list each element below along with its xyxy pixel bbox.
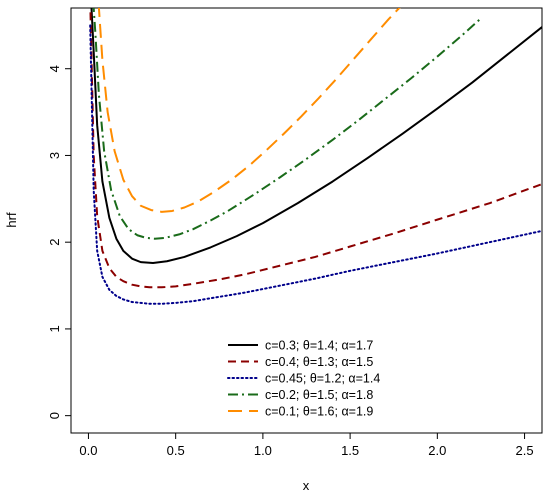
- series-layer: [89, 8, 542, 305]
- series-line-5: [97, 8, 401, 213]
- y-tick-label: 4: [47, 65, 62, 72]
- legend-label-1: c=0.3; θ=1.4; α=1.7: [265, 339, 373, 353]
- y-tick-label: 3: [47, 152, 62, 159]
- y-tick-label: 1: [47, 325, 62, 332]
- series-line-1: [90, 8, 542, 264]
- x-axis-title: x: [303, 478, 310, 493]
- y-tick-label: 0: [47, 412, 62, 419]
- series-line-2: [89, 8, 542, 289]
- x-tick-label: 1.5: [341, 443, 359, 458]
- x-tick-label: 0.5: [167, 443, 185, 458]
- legend-label-5: c=0.1; θ=1.6; α=1.9: [265, 405, 373, 419]
- y-tick-label: 2: [47, 239, 62, 246]
- legend-label-3: c=0.45; θ=1.2; α=1.4: [265, 372, 380, 386]
- x-tick-label: 2.0: [428, 443, 446, 458]
- x-tick-label: 1.0: [254, 443, 272, 458]
- y-axis-title: hrf: [4, 212, 19, 228]
- plot-frame: [70, 7, 543, 434]
- x-tick-label: 2.5: [516, 443, 534, 458]
- axes: 0.0 0.5 1.0 1.5 2.0 2.5 0 1 2 3 4: [47, 65, 534, 458]
- legend: c=0.3; θ=1.4; α=1.7 c=0.4; θ=1.3; α=1.5 c=…: [227, 339, 380, 419]
- legend-label-4: c=0.2; θ=1.5; α=1.8: [265, 388, 373, 402]
- x-tick-label: 0.0: [79, 443, 97, 458]
- series-line-4: [92, 8, 482, 240]
- series-line-3: [89, 24, 542, 305]
- legend-label-2: c=0.4; θ=1.3; α=1.5: [265, 355, 373, 369]
